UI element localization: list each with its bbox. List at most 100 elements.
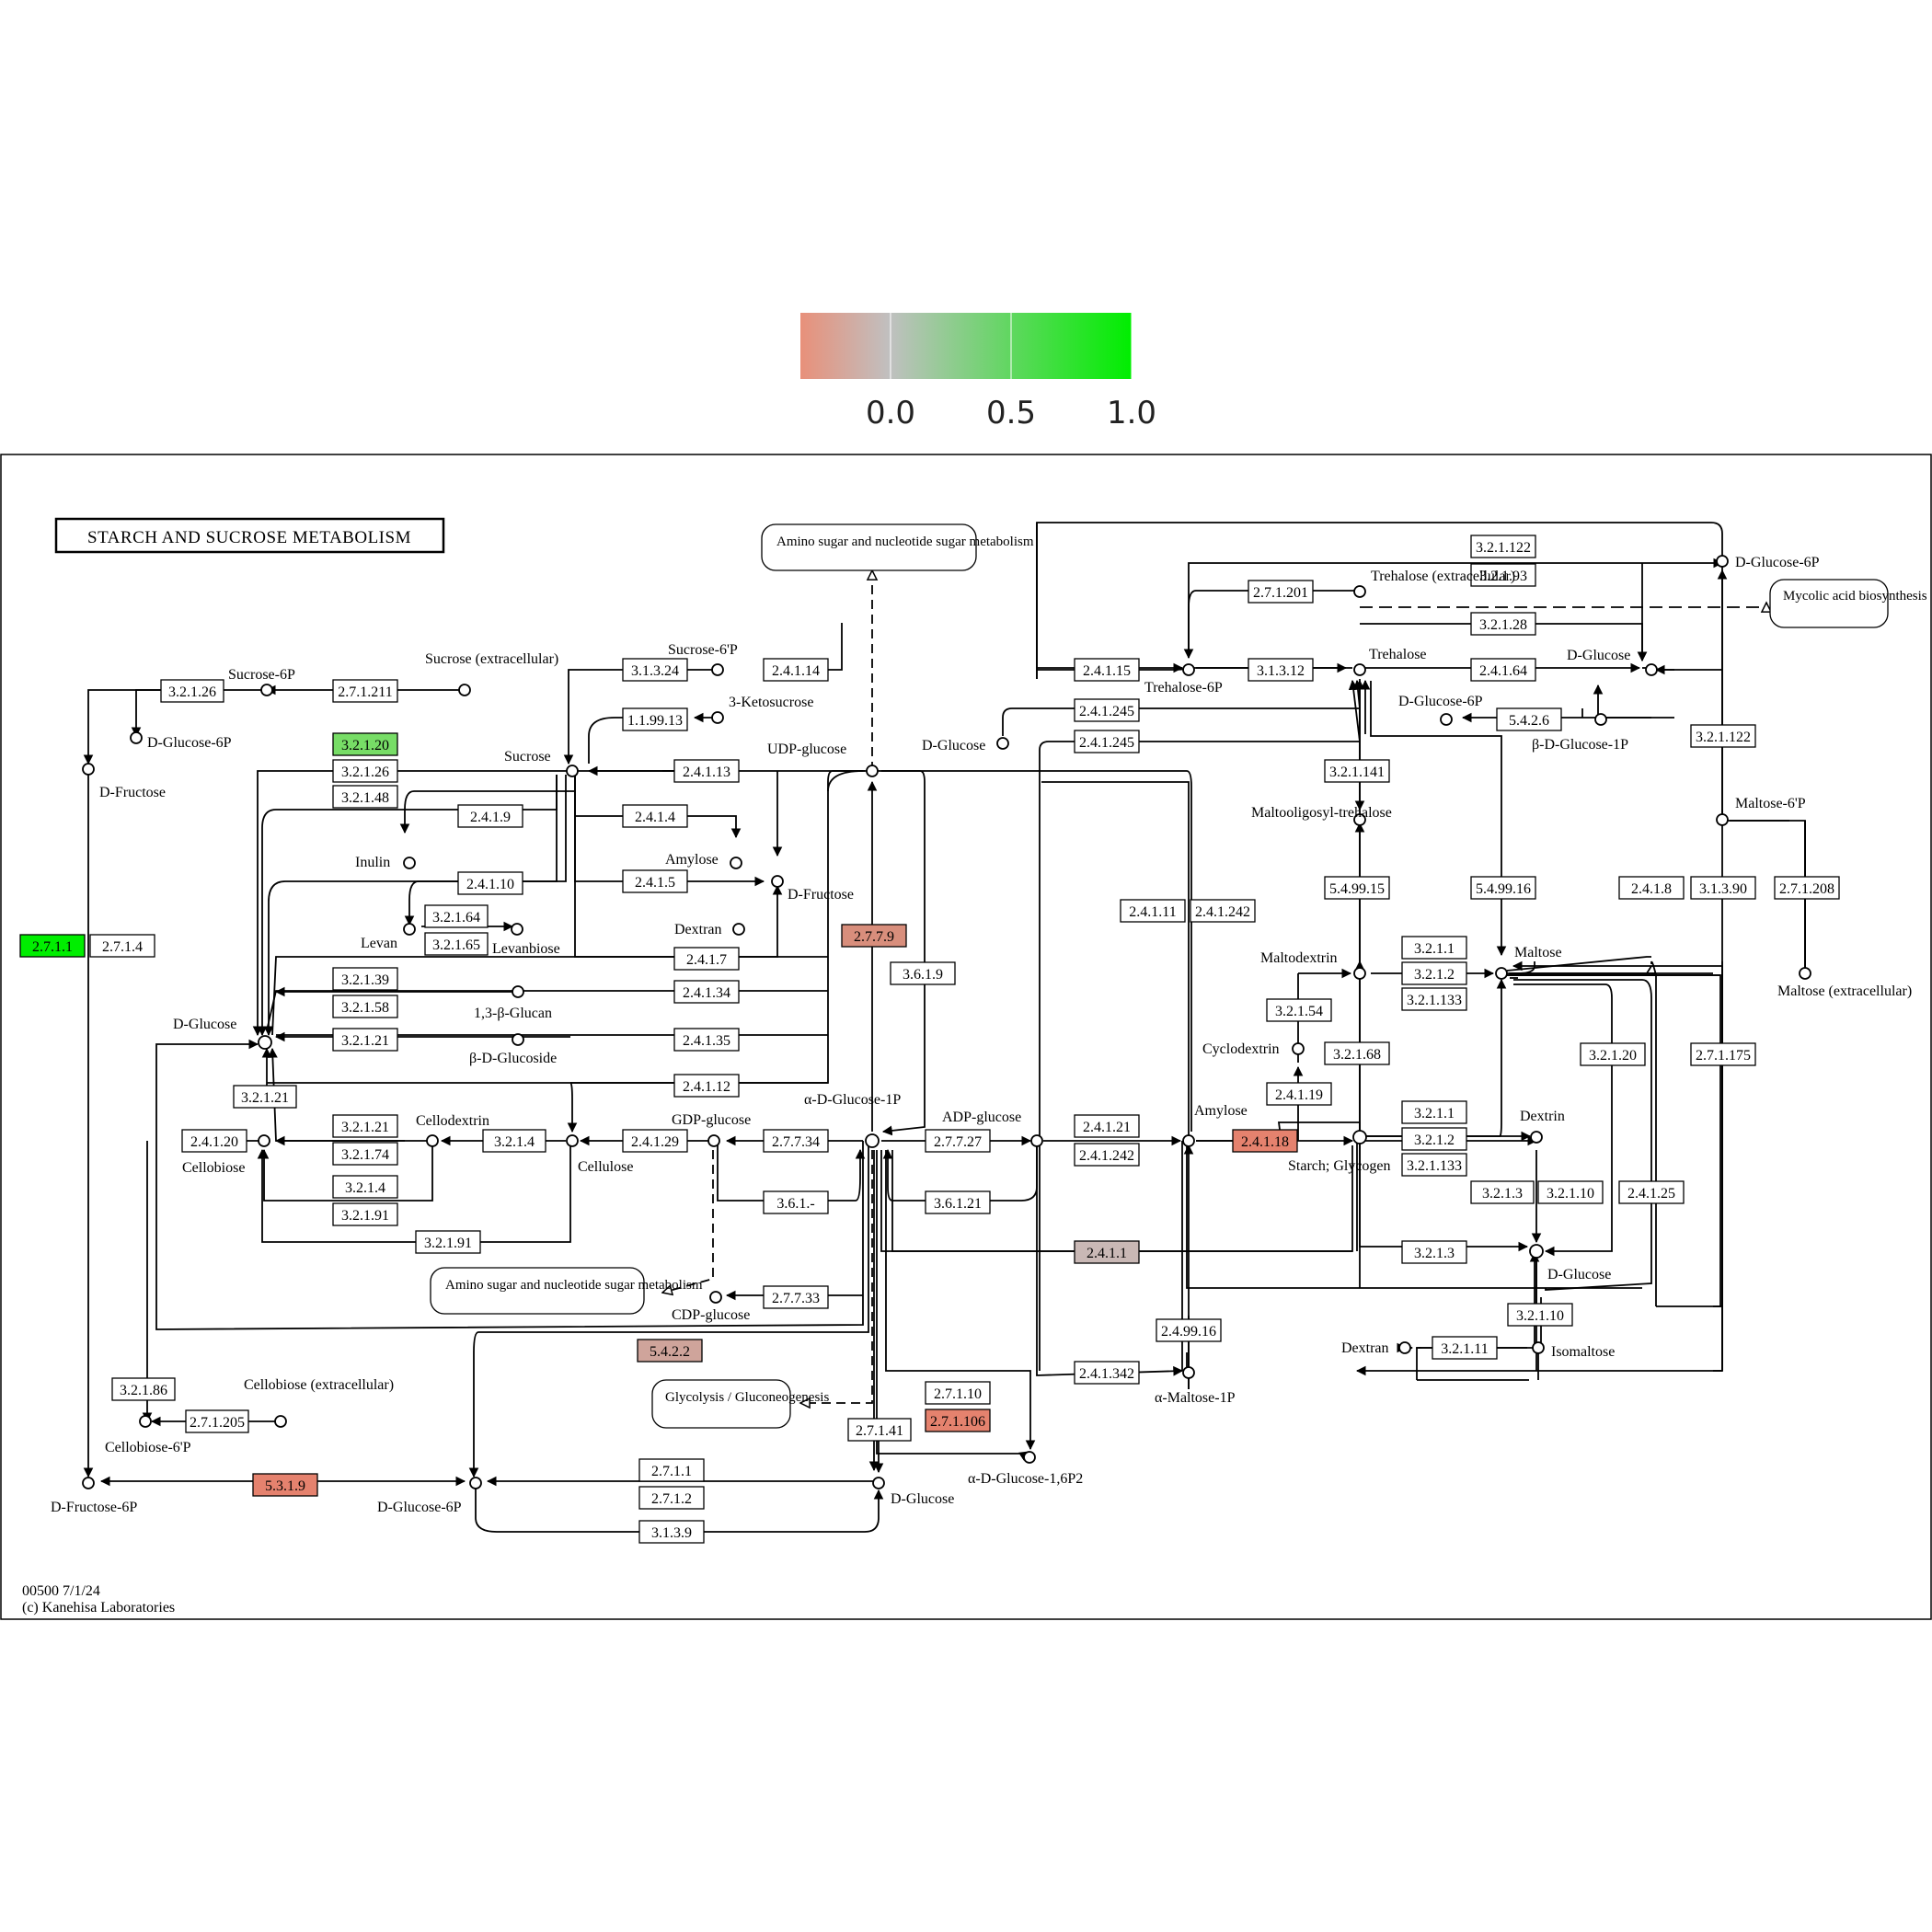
- node-dextrin[interactable]: [1530, 1131, 1543, 1144]
- enzyme-5.3.1.9[interactable]: 5.3.1.9: [252, 1473, 318, 1497]
- node-maltose-extracellular[interactable]: [1799, 967, 1811, 980]
- node-d-fructose-6p-bottom[interactable]: [82, 1477, 95, 1489]
- node-gdp-glucose[interactable]: [707, 1134, 720, 1147]
- node-d-glucose-left[interactable]: [258, 1035, 272, 1050]
- enzyme-3.2.1.1-b[interactable]: 3.2.1.1: [1401, 1100, 1467, 1124]
- enzyme-2.4.1.18[interactable]: 2.4.1.18: [1232, 1129, 1298, 1153]
- node-d-fructose-mid[interactable]: [771, 875, 784, 888]
- enzyme-3.1.3.12[interactable]: 3.1.3.12: [1248, 658, 1314, 682]
- node-glucan[interactable]: [512, 985, 524, 998]
- node-levan[interactable]: [403, 923, 416, 936]
- enzyme-3.2.1.3-a[interactable]: 3.2.1.3: [1470, 1180, 1535, 1204]
- enzyme-2.7.1.2[interactable]: 2.7.1.2: [638, 1486, 705, 1510]
- node-dextran-left[interactable]: [732, 923, 745, 936]
- node-d-glucose-right[interactable]: [1529, 1244, 1544, 1259]
- enzyme-2.4.1.15[interactable]: 2.4.1.15: [1074, 658, 1140, 682]
- enzyme-2.4.1.245-b[interactable]: 2.4.1.245: [1074, 730, 1140, 753]
- node-maltose[interactable]: [1495, 967, 1508, 980]
- enzyme-2.4.1.19[interactable]: 2.4.1.19: [1266, 1082, 1332, 1106]
- node-maltooligosyl-trehalose[interactable]: [1353, 813, 1366, 826]
- enzyme-2.7.1.10[interactable]: 2.7.1.10: [925, 1381, 991, 1405]
- node-isomaltose[interactable]: [1532, 1341, 1545, 1354]
- enzyme-2.4.1.20[interactable]: 2.4.1.20: [181, 1129, 247, 1153]
- enzyme-2.4.1.245-a[interactable]: 2.4.1.245: [1074, 698, 1140, 722]
- node-beta-d-glucose-1p[interactable]: [1594, 713, 1607, 726]
- node-cellobiose-extracellular[interactable]: [274, 1415, 287, 1428]
- enzyme-2.7.7.33[interactable]: 2.7.7.33: [763, 1285, 829, 1309]
- enzyme-3.2.1.21-c[interactable]: 3.2.1.21: [332, 1114, 398, 1138]
- enzyme-3.2.1.74[interactable]: 3.2.1.74: [332, 1142, 398, 1166]
- node-trehalose-6p[interactable]: [1182, 663, 1195, 676]
- node-sucrose-extracellular[interactable]: [458, 684, 471, 696]
- node-cellobiose[interactable]: [258, 1134, 270, 1147]
- node-alpha-d-glucose-1p[interactable]: [865, 1133, 880, 1148]
- enzyme-2.7.7.9[interactable]: 2.7.7.9: [841, 924, 907, 948]
- enzyme-2.4.1.11[interactable]: 2.4.1.11: [1120, 899, 1186, 923]
- enzyme-2.4.1.35[interactable]: 2.4.1.35: [673, 1028, 740, 1052]
- node-d-glucose-6p-left[interactable]: [130, 731, 143, 744]
- enzyme-2.7.1.205[interactable]: 2.7.1.205: [185, 1409, 249, 1433]
- enzyme-3.2.1.10-b[interactable]: 3.2.1.10: [1507, 1303, 1573, 1327]
- enzyme-3.2.1.58[interactable]: 3.2.1.58: [332, 995, 398, 1018]
- enzyme-3.2.1.1-a[interactable]: 3.2.1.1: [1401, 936, 1467, 960]
- node-d-glucose-6p-top[interactable]: [1716, 555, 1729, 568]
- enzyme-2.4.99.16[interactable]: 2.4.99.16: [1156, 1318, 1222, 1342]
- node-dextran-right[interactable]: [1398, 1341, 1411, 1354]
- enzyme-3.2.1.133-b[interactable]: 3.2.1.133: [1401, 1153, 1467, 1177]
- enzyme-2.4.1.7[interactable]: 2.4.1.7: [673, 947, 740, 971]
- enzyme-2.7.1.211[interactable]: 2.7.1.211: [332, 679, 398, 703]
- enzyme-2.4.1.242-a[interactable]: 2.4.1.242: [1074, 1143, 1140, 1167]
- node-d-glucose-6p-bottom[interactable]: [469, 1477, 482, 1489]
- map-link-amino-sugar-top[interactable]: Amino sugar and nucleotide sugar metabol…: [761, 523, 1034, 571]
- enzyme-3.2.1.2-a[interactable]: 3.2.1.2: [1401, 961, 1467, 985]
- enzyme-2.4.1.13[interactable]: 2.4.1.13: [673, 759, 740, 783]
- enzyme-3.2.1.20-b[interactable]: 3.2.1.20: [1580, 1042, 1646, 1066]
- enzyme-3.2.1.64[interactable]: 3.2.1.64: [424, 904, 489, 928]
- node-sucrose-6prime-p[interactable]: [711, 663, 724, 676]
- enzyme-3.2.1.4-a[interactable]: 3.2.1.4: [482, 1129, 546, 1153]
- enzyme-2.4.1.29[interactable]: 2.4.1.29: [622, 1129, 688, 1153]
- node-cdp-glucose[interactable]: [709, 1291, 722, 1304]
- node-adp-glucose[interactable]: [1030, 1134, 1043, 1147]
- node-d-glucose-6p-right[interactable]: [1440, 713, 1453, 726]
- enzyme-3.1.3.90[interactable]: 3.1.3.90: [1690, 876, 1756, 900]
- enzyme-3.2.1.93[interactable]: 3.2.1.93: [1470, 563, 1536, 587]
- enzyme-5.4.99.16[interactable]: 5.4.99.16: [1470, 876, 1536, 900]
- enzyme-2.4.1.64[interactable]: 2.4.1.64: [1470, 658, 1536, 682]
- enzyme-2.7.1.1-a[interactable]: 2.7.1.1: [19, 934, 86, 958]
- node-cellulose[interactable]: [566, 1134, 579, 1147]
- node-cyclodextrin[interactable]: [1292, 1042, 1305, 1055]
- node-3-ketosucrose[interactable]: [711, 711, 724, 724]
- enzyme-3.2.1.122-a[interactable]: 3.2.1.122: [1470, 535, 1536, 558]
- enzyme-2.7.1.201[interactable]: 2.7.1.201: [1248, 580, 1314, 604]
- enzyme-2.4.1.34[interactable]: 2.4.1.34: [673, 980, 740, 1004]
- node-d-fructose-left[interactable]: [82, 763, 95, 776]
- enzyme-3.6.1.21[interactable]: 3.6.1.21: [925, 1190, 991, 1214]
- enzyme-5.4.99.15[interactable]: 5.4.99.15: [1324, 876, 1390, 900]
- enzyme-3.6.1.9[interactable]: 3.6.1.9: [890, 961, 956, 985]
- enzyme-3.2.1.21-b[interactable]: 3.2.1.21: [233, 1085, 297, 1109]
- enzyme-3.2.1.26-a[interactable]: 3.2.1.26: [160, 679, 224, 703]
- node-maltose-6prime-p[interactable]: [1716, 813, 1729, 826]
- node-amylose-right[interactable]: [1182, 1134, 1195, 1147]
- node-inulin[interactable]: [403, 857, 416, 869]
- map-link-mycolic-acid[interactable]: Mycolic acid biosynthesis: [1769, 579, 1927, 628]
- enzyme-2.7.1.1-b[interactable]: 2.7.1.1: [638, 1458, 705, 1482]
- enzyme-2.4.1.10[interactable]: 2.4.1.10: [457, 871, 523, 895]
- enzyme-3.2.1.20-a[interactable]: 3.2.1.20: [332, 732, 398, 756]
- node-d-glucose-bottom[interactable]: [872, 1477, 885, 1489]
- enzyme-2.7.1.41[interactable]: 2.7.1.41: [847, 1418, 912, 1442]
- node-alpha-d-glucose-16p2[interactable]: [1023, 1451, 1036, 1464]
- enzyme-2.4.1.12[interactable]: 2.4.1.12: [673, 1074, 740, 1098]
- enzyme-5.4.2.6[interactable]: 5.4.2.6: [1496, 707, 1562, 731]
- enzyme-3.2.1.86[interactable]: 3.2.1.86: [111, 1377, 176, 1401]
- enzyme-3.2.1.2-b[interactable]: 3.2.1.2: [1401, 1127, 1467, 1151]
- enzyme-2.7.7.27[interactable]: 2.7.7.27: [925, 1129, 991, 1153]
- enzyme-3.2.1.21-a[interactable]: 3.2.1.21: [332, 1028, 398, 1052]
- enzyme-3.2.1.28[interactable]: 3.2.1.28: [1470, 612, 1536, 636]
- enzyme-2.4.1.242-b[interactable]: 2.4.1.242: [1190, 899, 1256, 923]
- enzyme-2.4.1.14[interactable]: 2.4.1.14: [763, 658, 829, 682]
- enzyme-3.2.1.141[interactable]: 3.2.1.141: [1324, 759, 1390, 783]
- enzyme-1.1.99.13[interactable]: 1.1.99.13: [622, 707, 688, 731]
- enzyme-2.4.1.25[interactable]: 2.4.1.25: [1618, 1180, 1685, 1204]
